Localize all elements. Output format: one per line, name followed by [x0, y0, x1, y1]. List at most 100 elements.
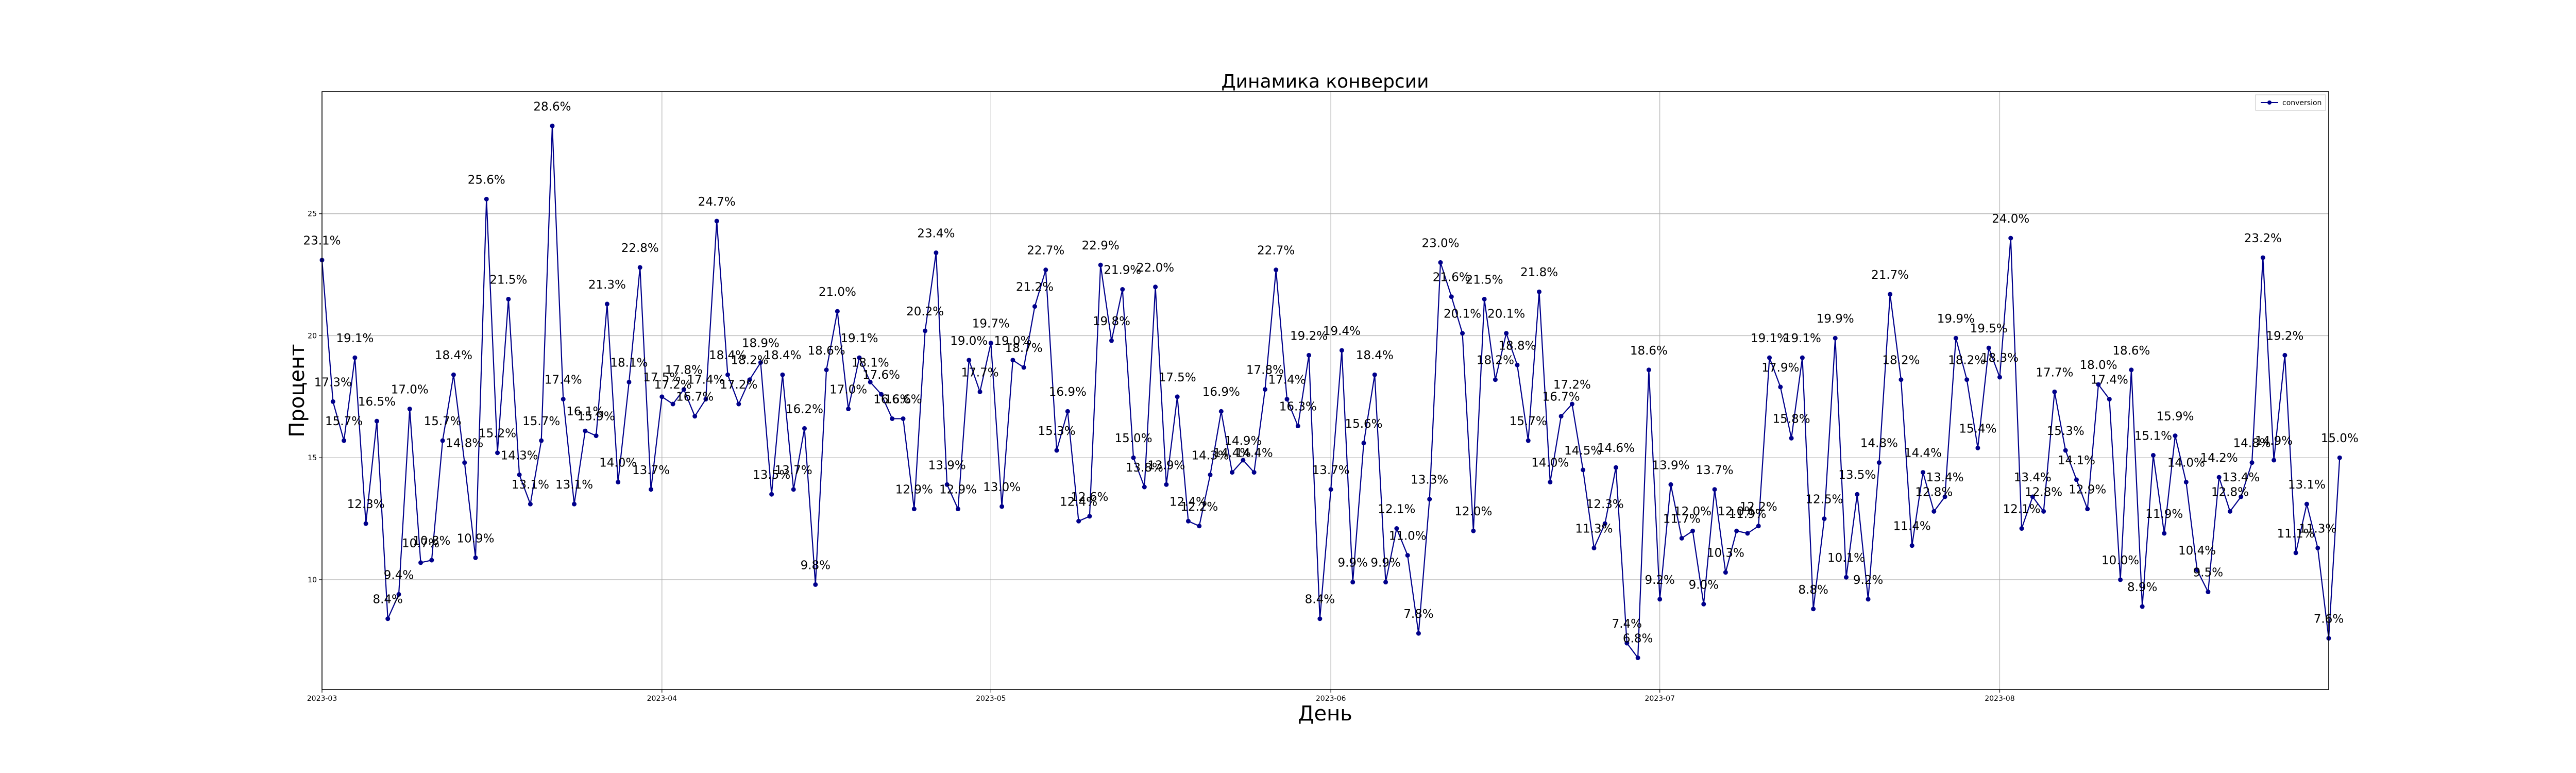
- data-point: [1405, 553, 1410, 558]
- data-label: 14.8%: [1860, 437, 1898, 450]
- data-label: 14.4%: [1213, 447, 1251, 460]
- data-label: 9.5%: [2193, 566, 2223, 580]
- data-label: 18.0%: [2079, 359, 2117, 372]
- data-label: 12.4%: [1170, 495, 1207, 509]
- y-tick-label: 10: [308, 576, 317, 584]
- data-label: 15.1%: [2134, 429, 2172, 443]
- data-label: 28.6%: [533, 100, 571, 113]
- data-point: [1745, 531, 1750, 536]
- data-point: [1723, 570, 1728, 575]
- data-label: 18.2%: [731, 354, 769, 367]
- data-point: [1624, 641, 1630, 646]
- data-point: [1581, 467, 1586, 473]
- data-label: 22.7%: [1257, 244, 1295, 258]
- data-point: [539, 438, 544, 443]
- data-point: [703, 397, 708, 402]
- data-label: 14.8%: [2233, 437, 2270, 450]
- data-label: 22.7%: [1027, 244, 1064, 258]
- data-point: [2183, 480, 2189, 485]
- data-label: 17.8%: [1246, 364, 1284, 377]
- y-ticks: 10 15 20 25: [308, 210, 322, 584]
- data-label: 19.7%: [972, 317, 1010, 331]
- data-point: [714, 219, 719, 224]
- data-point: [1537, 289, 1542, 294]
- data-label: 17.6%: [862, 368, 900, 382]
- data-point: [649, 487, 654, 492]
- data-point: [1526, 438, 1531, 443]
- x-ticks: 2023-03 2023-04 2023-05 2023-06 2023-07 2023-…: [307, 690, 2015, 703]
- data-point: [1339, 348, 1344, 353]
- data-label: 17.7%: [2036, 366, 2073, 379]
- data-point: [1295, 424, 1300, 429]
- data-label: 13.7%: [632, 464, 670, 477]
- data-point: [1548, 480, 1553, 485]
- data-label: 9.2%: [1853, 574, 1883, 587]
- data-label: 21.7%: [1871, 268, 1909, 282]
- data-point: [2129, 367, 2134, 373]
- data-point: [1043, 267, 1048, 273]
- data-point: [506, 296, 511, 301]
- data-label: 12.9%: [895, 483, 933, 497]
- data-point: [330, 399, 335, 404]
- data-label: 16.7%: [676, 391, 714, 404]
- data-label: 18.1%: [852, 356, 889, 369]
- data-label: 10.7%: [402, 537, 439, 550]
- data-label: 18.8%: [1498, 339, 1536, 352]
- data-label: 17.2%: [1553, 378, 1591, 392]
- data-point: [1888, 292, 1893, 297]
- data-point: [1010, 358, 1015, 363]
- data-point: [440, 438, 445, 443]
- data-label: 17.4%: [1268, 374, 1306, 387]
- data-label: 7.4%: [1612, 617, 1642, 631]
- data-label: 18.4%: [764, 349, 801, 362]
- data-label: 25.6%: [468, 173, 505, 187]
- data-label: 15.3%: [1038, 425, 1075, 438]
- data-label: 19.1%: [1751, 332, 1788, 345]
- data-point: [868, 379, 873, 384]
- data-label: 20.1%: [1487, 308, 1525, 321]
- data-label: 14.5%: [1564, 444, 1602, 458]
- data-point: [1153, 284, 1158, 290]
- data-point: [2304, 501, 2309, 507]
- data-point: [2337, 455, 2342, 460]
- data-point: [758, 360, 763, 365]
- data-label: 12.8%: [2211, 485, 2249, 499]
- data-point: [363, 521, 368, 526]
- data-label: 19.2%: [1290, 329, 1328, 343]
- data-point: [934, 250, 939, 255]
- data-label: 12.3%: [1586, 498, 1624, 511]
- data-point: [1942, 494, 1947, 499]
- data-label: 13.0%: [983, 481, 1021, 494]
- data-point: [1131, 455, 1136, 460]
- x-tick-label: 2023-08: [1985, 695, 2015, 703]
- data-point: [1789, 435, 1794, 441]
- data-point: [780, 372, 785, 377]
- data-point: [835, 309, 840, 314]
- data-label: 14.2%: [2200, 451, 2238, 465]
- data-point: [462, 460, 467, 465]
- data-point: [802, 426, 807, 431]
- data-point: [1449, 294, 1454, 299]
- data-point: [824, 367, 829, 373]
- data-label: 17.5%: [643, 371, 681, 384]
- data-label: 15.9%: [578, 410, 615, 424]
- data-label: 11.3%: [1575, 522, 1613, 535]
- data-point: [1635, 655, 1640, 660]
- data-label: 21.0%: [819, 285, 856, 299]
- data-point: [1822, 516, 1827, 522]
- data-label: 18.2%: [1948, 354, 1986, 367]
- data-label: 19.9%: [1937, 312, 1975, 326]
- data-point: [2195, 567, 2200, 573]
- data-label: 21.9%: [1104, 264, 1141, 277]
- data-label: 16.1%: [566, 405, 604, 418]
- data-point: [1317, 616, 1323, 621]
- data-label: 13.4%: [2222, 471, 2260, 484]
- data-label: 16.9%: [1049, 385, 1087, 399]
- data-label: 13.3%: [1411, 474, 1448, 487]
- data-point: [1712, 487, 1717, 492]
- x-tick-label: 2023-05: [976, 695, 1006, 703]
- data-point: [1098, 262, 1103, 267]
- data-label: 14.3%: [1191, 449, 1229, 462]
- data-point: [1021, 365, 1026, 370]
- data-label: 14.3%: [501, 449, 538, 462]
